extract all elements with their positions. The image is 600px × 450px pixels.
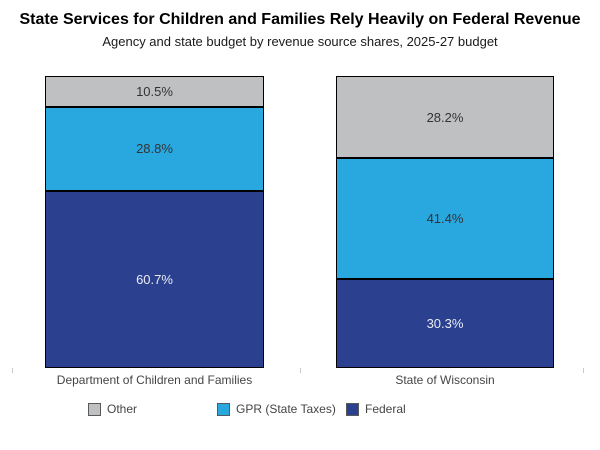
- bar-segment[interactable]: 28.2%: [336, 76, 554, 159]
- segment-value-label: 28.2%: [426, 109, 464, 125]
- segment-value-label: 60.7%: [136, 271, 173, 287]
- legend-label: Federal: [365, 402, 406, 416]
- legend-swatch-federal: [346, 402, 359, 416]
- segment-value-label: 10.5%: [136, 83, 173, 99]
- x-axis-label-dcf: Department of Children and Families: [56, 373, 253, 387]
- legend-label: Other: [107, 402, 138, 416]
- bar-segment[interactable]: 30.3%: [336, 279, 554, 368]
- chart-subtitle: Agency and state budget by revenue sourc…: [102, 34, 498, 49]
- legend-swatch-gpr: [217, 402, 230, 416]
- bar-segment[interactable]: 28.8%: [45, 106, 264, 191]
- x-axis-tick: [300, 368, 301, 373]
- stacked-bar: 28.2% 41.4% 30.3%: [336, 76, 554, 368]
- legend-item-federal[interactable]: Federal: [346, 402, 406, 416]
- segment-value-label: 28.8%: [136, 141, 173, 157]
- x-axis-tick: [583, 368, 584, 373]
- x-axis-label-wisconsin: State of Wisconsin: [395, 373, 495, 387]
- legend-label: GPR (State Taxes): [236, 402, 336, 416]
- bar-segment[interactable]: 41.4%: [336, 158, 554, 280]
- bar-segment[interactable]: 10.5%: [45, 76, 264, 107]
- segment-value-label: 30.3%: [426, 315, 464, 331]
- stacked-bar: 10.5% 28.8% 60.7%: [45, 76, 264, 368]
- legend-item-other[interactable]: Other: [88, 402, 217, 416]
- x-axis-tick: [12, 368, 13, 373]
- legend: Other GPR (State Taxes) Federal: [88, 402, 406, 416]
- legend-item-gpr[interactable]: GPR (State Taxes): [217, 402, 346, 416]
- legend-swatch-other: [88, 402, 101, 416]
- chart-title: State Services for Children and Families…: [19, 11, 581, 28]
- plot-area: 10.5% 28.8% 60.7% 28.2% 41.4% 30.3%: [0, 76, 600, 368]
- segment-value-label: 41.4%: [426, 211, 464, 227]
- bar-segment[interactable]: 60.7%: [45, 190, 264, 368]
